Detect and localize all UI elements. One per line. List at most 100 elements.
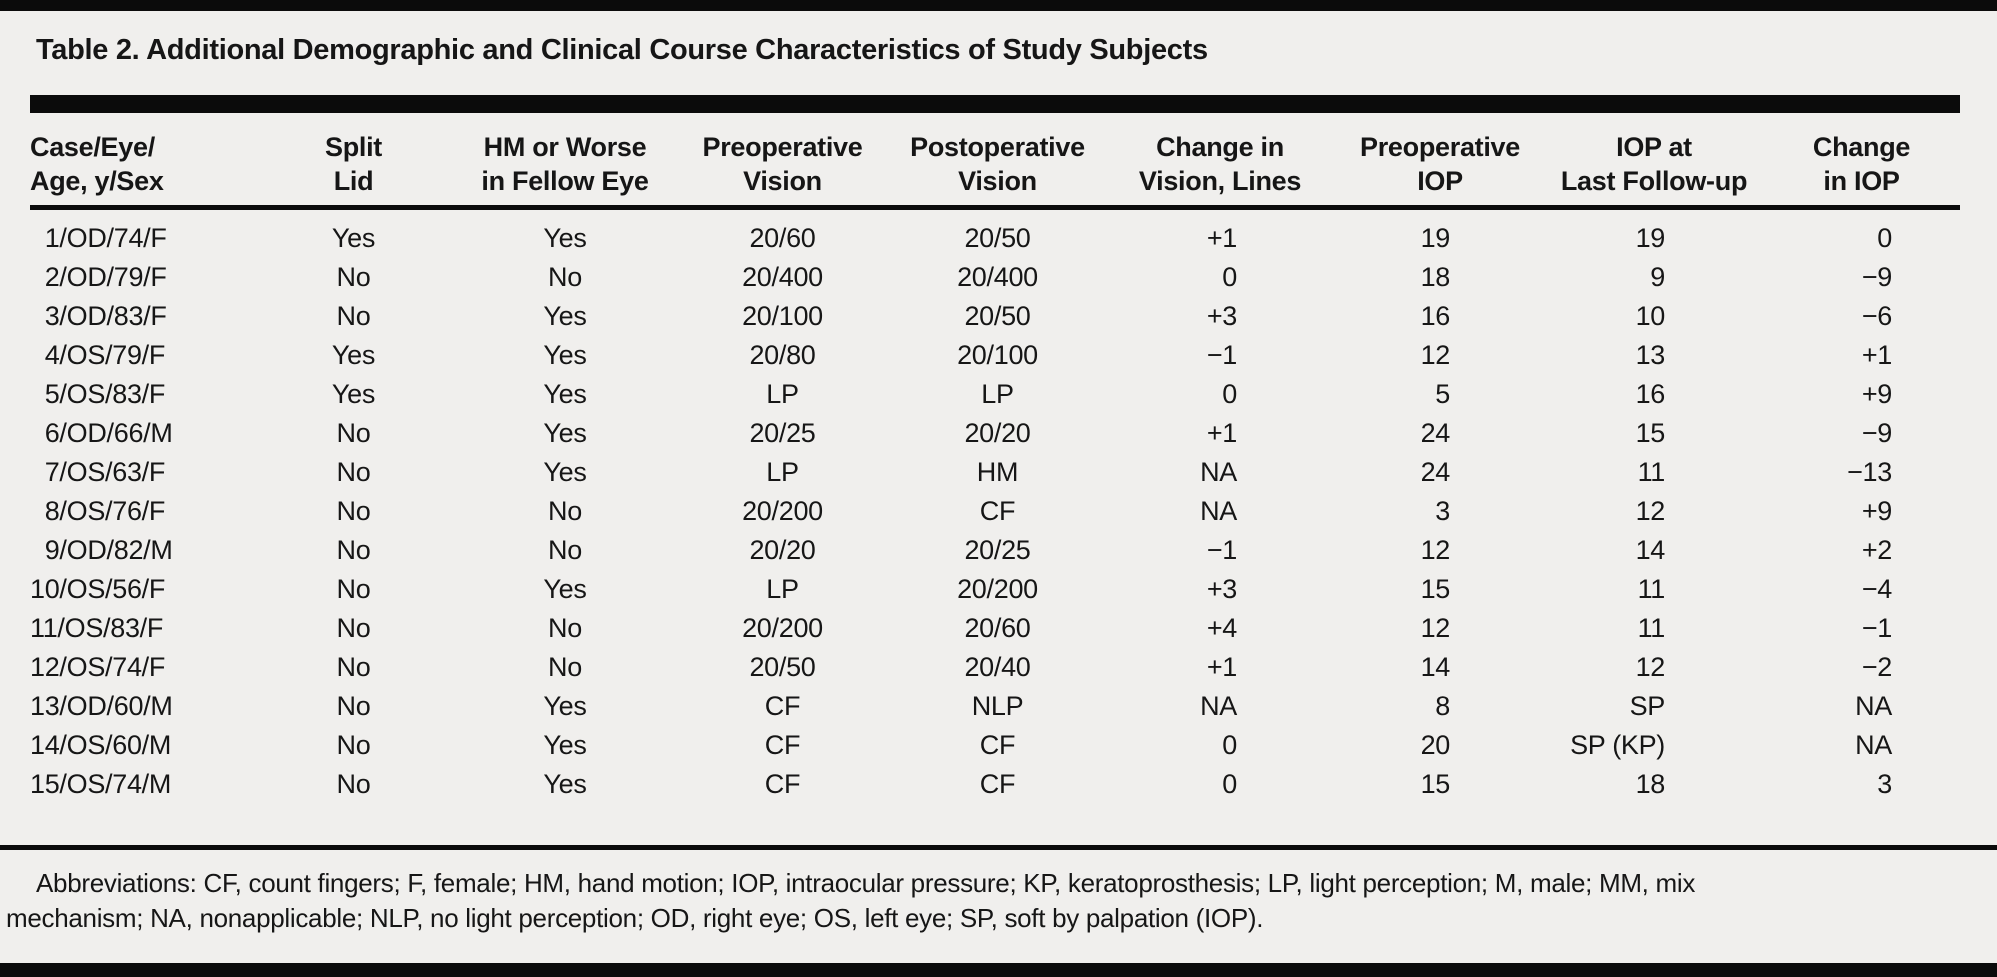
table-cell: Yes	[331, 379, 376, 409]
table-cell: 24	[1420, 457, 1451, 487]
table-cell: 8/OS/76/F	[30, 496, 166, 526]
table-cell: +2	[1861, 535, 1892, 565]
table-cell: 5	[1435, 379, 1450, 409]
table-cell: 12	[1420, 340, 1451, 370]
table-cell: 20/200	[742, 496, 823, 526]
table-cell: CF	[764, 691, 801, 721]
table-cell: +3	[1206, 574, 1237, 604]
column-header: HM or Worse in Fellow Eye	[481, 132, 649, 196]
table-cell: Yes	[543, 301, 587, 331]
table-cell: +3	[1206, 301, 1237, 331]
table-cell: 11	[1637, 457, 1666, 487]
table-cell: Yes	[543, 418, 587, 448]
table-cell: 5/OS/83/F	[30, 379, 166, 409]
table-cell: +1	[1861, 340, 1892, 370]
table-row: 1/OD/74/F Yes Yes 20/60 20/50 +1 19 19 0	[30, 208, 1960, 259]
table-cell: −9	[1861, 418, 1892, 448]
table-cell: SP (KP)	[1570, 730, 1665, 760]
table-cell: 20/40	[964, 652, 1031, 682]
table-row: 3/OD/83/F No Yes 20/100 20/50 +3 16 10 −6	[30, 297, 1960, 336]
table-cell: No	[336, 574, 371, 604]
table-cell: −4	[1861, 574, 1892, 604]
table-cell: 20/200	[742, 613, 823, 643]
table-row: 12/OS/74/F No No 20/50 20/40 +1 14 12 −2	[30, 648, 1960, 687]
table-cell: SP	[1629, 691, 1666, 721]
table-cell: Yes	[543, 223, 587, 253]
table-cell: Yes	[543, 574, 587, 604]
table-cell: Yes	[543, 379, 587, 409]
footnote-line-2: mechanism; NA, nonapplicable; NLP, no li…	[6, 903, 1264, 933]
table-cell: No	[336, 730, 371, 760]
table-cell: NA	[1200, 457, 1237, 487]
table-cell: 20/25	[964, 535, 1031, 565]
table-cell: LP	[981, 379, 1014, 409]
table-cell: No	[336, 262, 371, 292]
table-cell: 16	[1635, 379, 1666, 409]
table-cell: 2/OD/79/F	[30, 262, 167, 292]
table-cell: 20/80	[749, 340, 816, 370]
table-cell: 20/200	[957, 574, 1038, 604]
table-row: 7/OS/63/F No Yes LP HM NA 24 11 −13	[30, 453, 1960, 492]
table-cell: 15	[1420, 574, 1451, 604]
column-header: Split Lid	[325, 132, 382, 196]
table-cell: 20/400	[742, 262, 823, 292]
table-cell: 9	[1650, 262, 1665, 292]
table-cell: 20/50	[964, 223, 1031, 253]
column-header: IOP at Last Follow-up	[1560, 132, 1748, 196]
table-cell: LP	[766, 457, 799, 487]
table-cell: 0	[1222, 769, 1237, 799]
table-cell: 20/60	[964, 613, 1031, 643]
table-cell: 8	[1435, 691, 1450, 721]
table-cell: 4/OS/79/F	[30, 340, 166, 370]
table-cell: −1	[1206, 535, 1237, 565]
table-cell: No	[548, 262, 582, 292]
table-cell: −2	[1861, 652, 1892, 682]
table-cell: No	[336, 691, 371, 721]
table-cell: 14	[1420, 652, 1451, 682]
table-cell: No	[548, 496, 582, 526]
table-cell: 13	[1635, 340, 1666, 370]
bottom-border-rule	[0, 963, 1997, 977]
table-row: 11/OS/83/F No No 20/200 20/60 +4 12 11 −1	[30, 609, 1960, 648]
table-row: 6/OD/66/M No Yes 20/25 20/20 +1 24 15 −9	[30, 414, 1960, 453]
footnote-line-1: Abbreviations: CF, count fingers; F, fem…	[36, 868, 1696, 898]
table-cell: CF	[764, 730, 801, 760]
table-cell: 6/OD/66/M	[30, 418, 173, 448]
table-cell: 20/50	[749, 652, 816, 682]
table-row: 15/OS/74/M No Yes CF CF 0 15 18 3	[30, 765, 1960, 804]
table-cell: No	[336, 652, 371, 682]
table-cell: 18	[1420, 262, 1451, 292]
table-cell: 15	[1420, 769, 1451, 799]
table-body: 1/OD/74/F Yes Yes 20/60 20/50 +1 19 19 0 2/OD/79…	[30, 208, 1960, 805]
table-row: 2/OD/79/F No No 20/400 20/400 0 18 9 −9	[30, 258, 1960, 297]
table-cell: No	[336, 613, 371, 643]
column-header: Postoperative Vision	[910, 132, 1085, 196]
table-cell: No	[548, 535, 582, 565]
table-cell: +4	[1206, 613, 1237, 643]
table-cell: 20/60	[749, 223, 816, 253]
table-cell: 12	[1635, 652, 1666, 682]
table-cell: −6	[1861, 301, 1892, 331]
table-cell: 18	[1635, 769, 1666, 799]
table-cell: 9/OD/82/M	[30, 535, 173, 565]
footnote: Abbreviations: CF, count fingers; F, fem…	[6, 866, 1987, 936]
table-row: 9/OD/82/M No No 20/20 20/25 −1 12 14 +2	[30, 531, 1960, 570]
table-cell: 12	[1420, 535, 1451, 565]
table-cell: CF	[979, 496, 1016, 526]
table-cell: 0	[1222, 262, 1237, 292]
table-cell: 12	[1635, 496, 1666, 526]
footnote-separator-rule	[0, 845, 1997, 850]
table-cell: Yes	[543, 769, 587, 799]
column-header: Preoperative IOP	[1360, 132, 1520, 196]
table-cell: 0	[1877, 223, 1892, 253]
table-cell: 11	[1637, 574, 1666, 604]
table-row: 4/OS/79/F Yes Yes 20/80 20/100 −1 12 13 +1	[30, 336, 1960, 375]
table-cell: 16	[1420, 301, 1451, 331]
table-cell: LP	[766, 379, 799, 409]
table-cell: No	[336, 535, 371, 565]
table-cell: 20/100	[742, 301, 823, 331]
table-row: 10/OS/56/F No Yes LP 20/200 +3 15 11 −4	[30, 570, 1960, 609]
table-cell: 20/25	[749, 418, 816, 448]
header-row: Case/Eye/Age, y/Sex Split Lid HM or Worse in…	[30, 113, 1960, 208]
